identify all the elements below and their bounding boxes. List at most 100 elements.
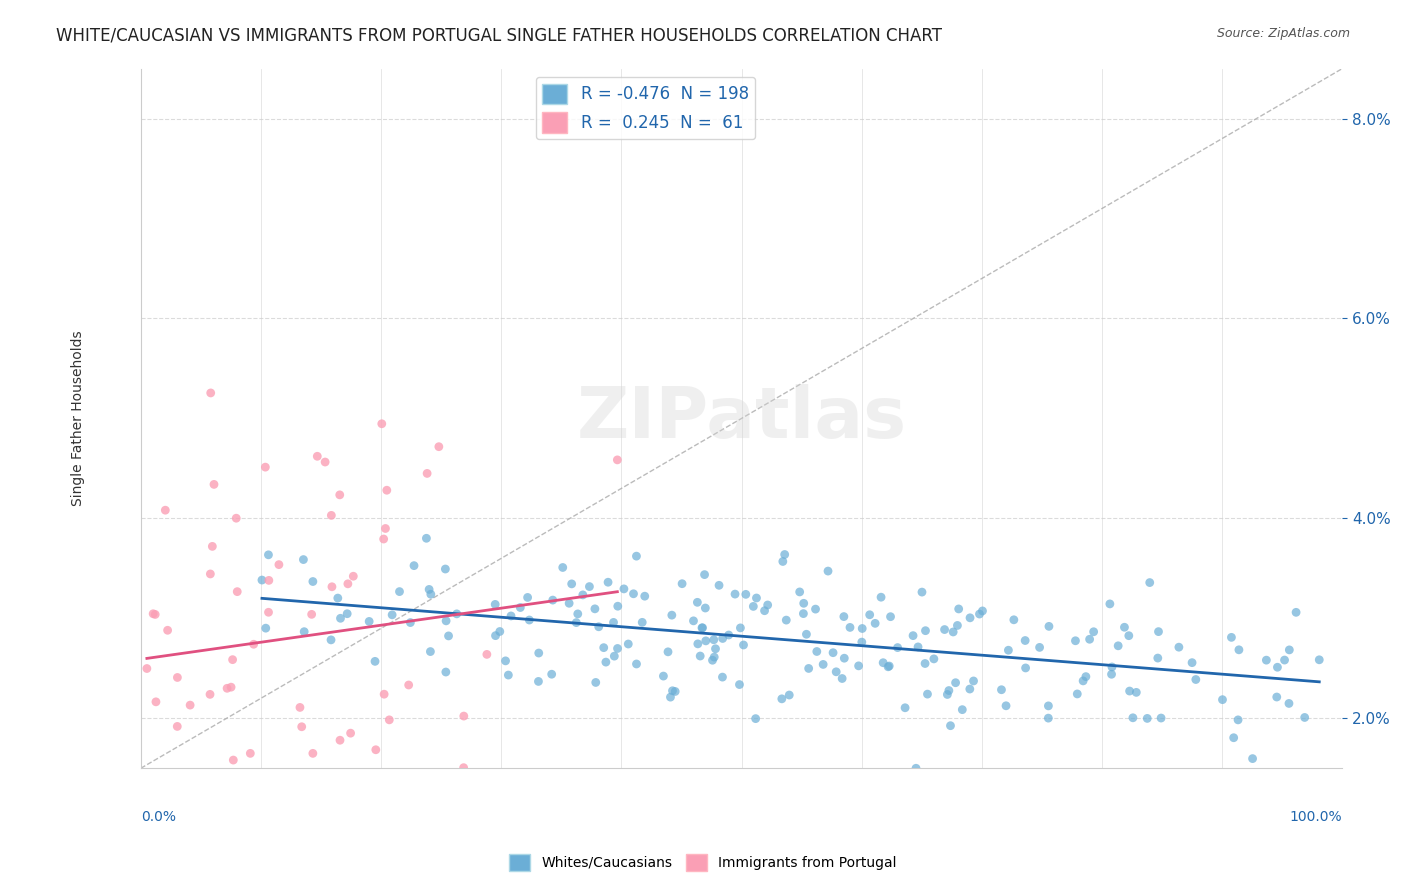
Point <box>948 602 970 616</box>
Point <box>877 659 900 673</box>
Point <box>959 611 981 625</box>
Point <box>936 688 959 702</box>
Point <box>695 633 717 648</box>
Point <box>339 726 361 740</box>
Point <box>872 656 894 670</box>
Point <box>578 580 600 594</box>
Point <box>1265 690 1288 704</box>
Point <box>825 665 848 679</box>
Point <box>703 650 725 665</box>
Point <box>1150 711 1173 725</box>
Point <box>623 587 645 601</box>
Text: WHITE/CAUCASIAN VS IMMIGRANTS FROM PORTUGAL SINGLE FATHER HOUSEHOLDS CORRELATION: WHITE/CAUCASIAN VS IMMIGRANTS FROM PORTU… <box>56 27 942 45</box>
Point <box>851 635 873 649</box>
Point <box>1083 624 1105 639</box>
Point <box>381 607 404 622</box>
Point <box>617 637 640 651</box>
Point <box>1014 661 1036 675</box>
Point <box>778 688 800 702</box>
Point <box>939 719 962 733</box>
Point <box>942 624 965 639</box>
Point <box>914 657 936 671</box>
Point <box>388 584 411 599</box>
Point <box>711 670 734 684</box>
Point <box>572 588 595 602</box>
Point <box>565 615 588 630</box>
Point <box>1227 642 1250 657</box>
Point <box>434 665 457 679</box>
Point <box>202 477 225 491</box>
Point <box>281 811 304 825</box>
Point <box>374 521 396 535</box>
Point <box>179 698 201 712</box>
Point <box>567 607 589 621</box>
Point <box>682 614 704 628</box>
Point <box>200 386 222 401</box>
Legend: Whites/Caucasians, Immigrants from Portugal: Whites/Caucasians, Immigrants from Portu… <box>503 848 903 876</box>
Point <box>823 646 845 660</box>
Point <box>817 564 839 578</box>
Point <box>1256 653 1278 667</box>
Point <box>704 641 727 656</box>
Point <box>832 651 855 665</box>
Point <box>1038 619 1060 633</box>
Point <box>946 618 969 632</box>
Point <box>402 558 425 573</box>
Point <box>242 637 264 651</box>
Point <box>226 584 249 599</box>
Point <box>922 652 945 666</box>
Point <box>292 624 315 639</box>
Point <box>997 643 1019 657</box>
Point <box>703 632 725 647</box>
Point <box>879 609 901 624</box>
Point <box>415 531 437 545</box>
Point <box>770 691 793 706</box>
Point <box>693 567 716 582</box>
Point <box>1125 685 1147 699</box>
Point <box>1274 653 1296 667</box>
Point <box>333 768 356 782</box>
Point <box>744 712 766 726</box>
Point <box>1181 656 1204 670</box>
Point <box>793 596 815 610</box>
Point <box>634 589 657 603</box>
Point <box>848 658 870 673</box>
Point <box>1147 624 1170 639</box>
Point <box>373 532 395 546</box>
Point <box>775 613 797 627</box>
Point <box>717 628 740 642</box>
Point <box>583 602 606 616</box>
Point <box>364 654 387 668</box>
Point <box>1038 698 1060 713</box>
Point <box>364 743 387 757</box>
Point <box>200 566 222 581</box>
Point <box>652 669 675 683</box>
Point <box>938 683 960 698</box>
Point <box>1101 667 1123 681</box>
Point <box>1267 660 1289 674</box>
Point <box>155 503 177 517</box>
Point <box>606 599 628 614</box>
Point <box>1278 697 1301 711</box>
Point <box>831 672 853 686</box>
Point <box>142 607 165 621</box>
Point <box>336 577 359 591</box>
Point <box>661 683 683 698</box>
Point <box>292 552 315 566</box>
Point <box>540 667 562 681</box>
Point <box>863 616 886 631</box>
Point <box>454 805 477 819</box>
Point <box>1139 575 1161 590</box>
Point <box>972 604 994 618</box>
Point <box>934 623 956 637</box>
Point <box>509 600 531 615</box>
Point <box>517 613 540 627</box>
Point <box>371 417 394 431</box>
Point <box>832 609 855 624</box>
Point <box>894 700 917 714</box>
Point <box>399 615 422 630</box>
Point <box>917 687 939 701</box>
Point <box>886 640 908 655</box>
Point <box>671 576 693 591</box>
Point <box>1285 605 1308 619</box>
